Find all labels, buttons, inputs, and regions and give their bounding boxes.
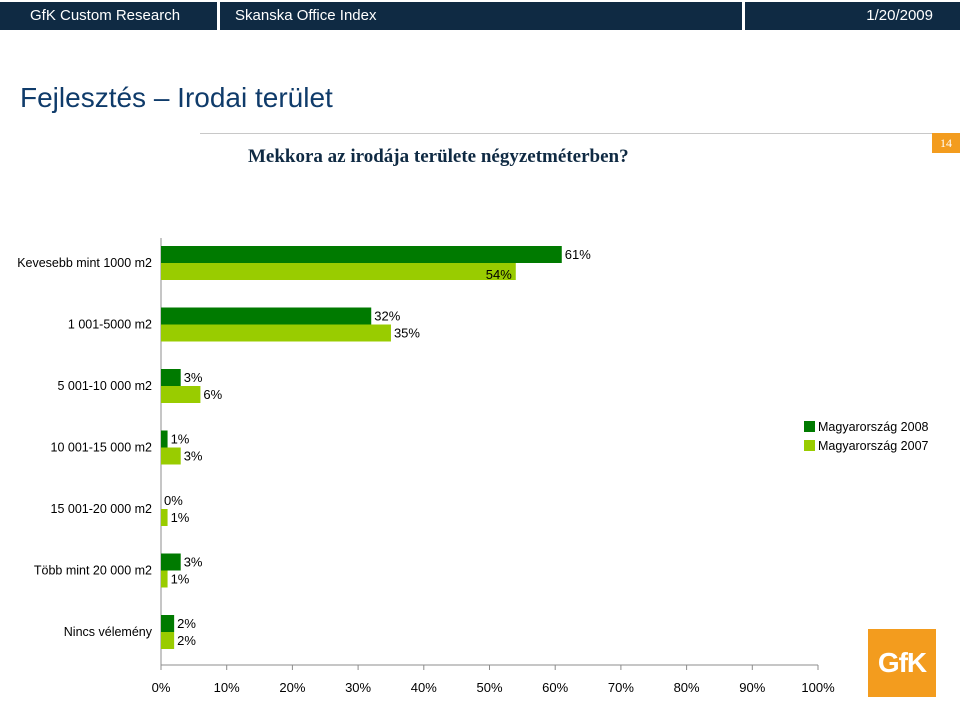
- bar: [161, 447, 181, 465]
- bar: [161, 509, 168, 526]
- bar: [161, 553, 181, 571]
- x-tick-label: 100%: [801, 680, 835, 695]
- title-divider: [200, 133, 960, 134]
- category-label: 10 001-15 000 m2: [51, 441, 153, 455]
- data-label: 3%: [184, 555, 203, 570]
- data-label: 0%: [164, 493, 183, 508]
- x-tick-label: 30%: [345, 680, 371, 695]
- page-number: 14: [932, 133, 960, 153]
- bar: [161, 246, 562, 263]
- x-tick-label: 60%: [542, 680, 568, 695]
- data-label: 2%: [177, 633, 196, 648]
- bar: [161, 307, 372, 325]
- x-tick-label: 70%: [608, 680, 634, 695]
- category-label: 1 001-5000 m2: [68, 318, 152, 332]
- x-tick-label: 40%: [411, 680, 437, 695]
- data-label: 1%: [171, 432, 190, 447]
- x-tick-label: 90%: [739, 680, 765, 695]
- category-label: Nincs vélemény: [64, 625, 153, 639]
- bar: [161, 615, 175, 632]
- bar: [161, 324, 391, 342]
- bar: [161, 263, 516, 280]
- data-label: 54%: [486, 267, 512, 282]
- category-label: Kevesebb mint 1000 m2: [17, 256, 152, 270]
- bar: [161, 570, 168, 588]
- bar: [161, 386, 201, 403]
- bar-chart: 0% 10% 20% 30% 40% 50% 60% 70% 80% 90% 100% Keveseb…: [17, 238, 929, 695]
- x-tick-label: 20%: [279, 680, 305, 695]
- bar: [161, 369, 181, 386]
- header-date: 1/20/2009: [745, 2, 960, 30]
- category-label: 5 001-10 000 m2: [57, 379, 152, 393]
- category-label: Több mint 20 000 m2: [34, 564, 152, 578]
- data-label: 3%: [184, 449, 203, 464]
- x-tick-label: 50%: [476, 680, 502, 695]
- x-tick-label: 80%: [674, 680, 700, 695]
- data-label: 61%: [565, 247, 591, 262]
- bar: [161, 430, 168, 448]
- header-company: GfK Custom Research: [0, 2, 217, 30]
- legend-label: Magyarország 2007: [818, 439, 929, 453]
- data-label: 1%: [171, 572, 190, 587]
- data-label: 3%: [184, 370, 203, 385]
- gfk-logo: GfK: [868, 629, 936, 697]
- x-tick-label: 0%: [152, 680, 171, 695]
- x-tick-label: 10%: [214, 680, 240, 695]
- legend-swatch: [804, 421, 815, 432]
- header-bar: GfK Custom Research Skanska Office Index…: [0, 0, 960, 32]
- category-label: 15 001-20 000 m2: [51, 502, 153, 516]
- data-label: 35%: [394, 326, 420, 341]
- chart-question: Mekkora az irodája területe négyzetméter…: [248, 146, 629, 167]
- page-title: Fejlesztés – Irodai terület: [20, 82, 333, 113]
- bar: [161, 632, 175, 649]
- data-label: 2%: [177, 616, 196, 631]
- data-label: 32%: [374, 309, 400, 324]
- legend-label: Magyarország 2008: [818, 420, 929, 434]
- header-report-title: Skanska Office Index: [220, 2, 742, 30]
- legend-swatch: [804, 440, 815, 451]
- data-label: 1%: [171, 510, 190, 525]
- data-label: 6%: [203, 387, 222, 402]
